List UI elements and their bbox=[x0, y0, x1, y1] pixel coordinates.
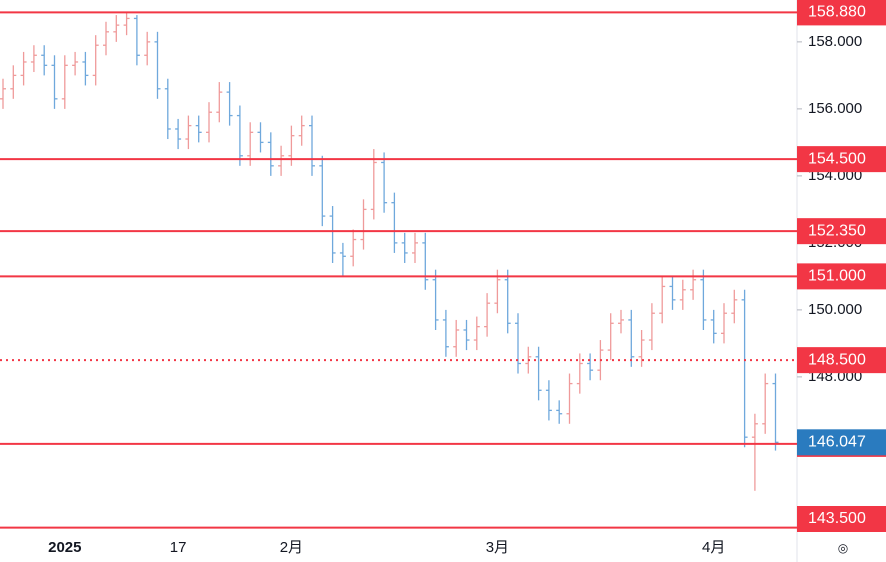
x-tick-label: 2025 bbox=[48, 539, 81, 556]
x-tick-label: 17 bbox=[170, 539, 187, 556]
price-level-label: 158.880 bbox=[808, 4, 866, 21]
price-level-box bbox=[797, 218, 886, 245]
price-level-box bbox=[797, 263, 886, 290]
price-level-box bbox=[797, 506, 886, 532]
y-tick-label: 158.000 bbox=[808, 33, 862, 50]
price-level-box bbox=[797, 347, 886, 374]
price-level-label: 151.000 bbox=[808, 268, 866, 285]
price-level-label: 152.350 bbox=[808, 222, 866, 239]
price-level-label: 143.500 bbox=[808, 510, 866, 527]
price-level-box bbox=[797, 0, 886, 26]
price-level-label: 154.500 bbox=[808, 150, 866, 167]
current-price-label: 146.047 bbox=[808, 434, 866, 451]
price-level-label: 148.500 bbox=[808, 351, 866, 368]
settings-icon[interactable]: ◎ bbox=[838, 541, 848, 555]
price-level-box bbox=[797, 146, 886, 173]
current-price-box bbox=[797, 429, 886, 456]
y-tick-label: 150.000 bbox=[808, 301, 862, 318]
x-tick-label: 2月 bbox=[280, 539, 303, 556]
x-tick-label: 4月 bbox=[702, 539, 725, 556]
y-tick-label: 156.000 bbox=[808, 100, 862, 117]
x-tick-label: 3月 bbox=[486, 539, 509, 556]
